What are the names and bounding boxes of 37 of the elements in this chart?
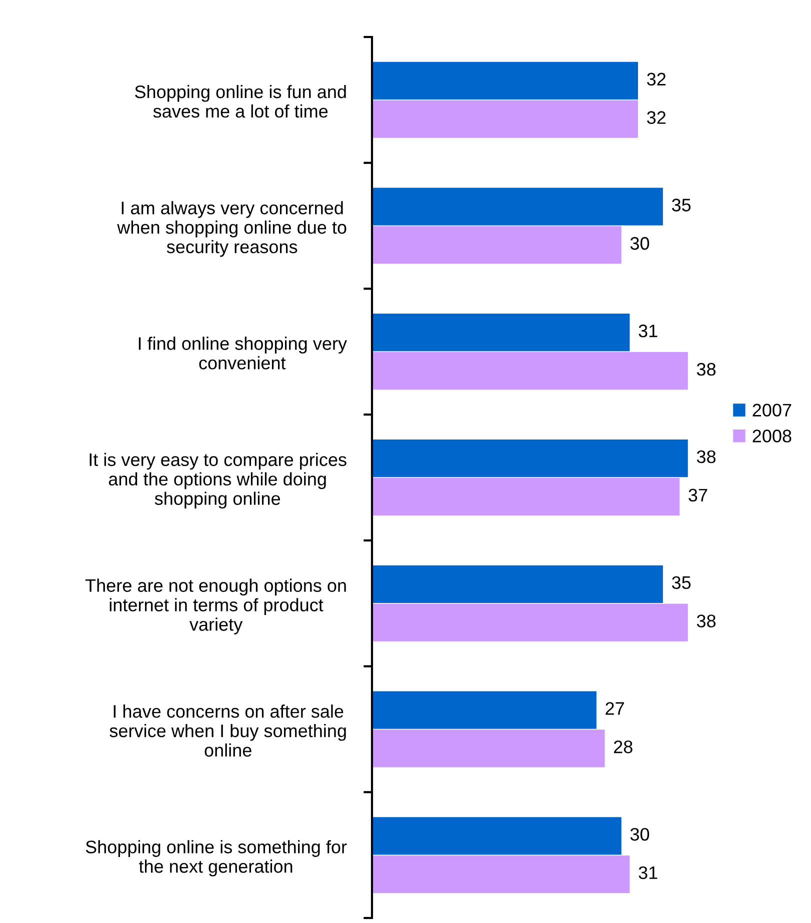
bar (372, 691, 596, 729)
y-tick-label: It is very easy to compare prices and the options while doing shopping online (90, 452, 346, 509)
y-tick-label: I find online shopping very convenient (138, 336, 347, 370)
bar (372, 62, 638, 100)
bar (372, 478, 680, 516)
bar (372, 817, 622, 855)
data-label: 28 (614, 740, 632, 754)
data-label: 37 (688, 488, 708, 502)
data-label: 35 (672, 198, 691, 212)
data-label: 30 (630, 828, 650, 841)
y-tick-label: Shopping online is fun and saves me a lot of time (135, 84, 346, 118)
bar (372, 100, 638, 138)
y-tick-label: There are not enough options on internet in terms of product variety (85, 578, 346, 634)
bar (372, 565, 663, 603)
bar (372, 352, 688, 390)
bar (372, 730, 605, 768)
legend-label: 2007 (752, 404, 792, 417)
data-label: 35 (672, 576, 691, 590)
data-label: 32 (647, 111, 666, 124)
data-label: 30 (630, 237, 650, 250)
bar (372, 604, 688, 642)
data-label: 32 (647, 72, 666, 86)
data-label: 38 (696, 362, 716, 376)
data-label: 31 (638, 866, 658, 880)
bar (372, 855, 630, 894)
y-tick-label: I have concerns on after sale service when I buy something online (110, 704, 346, 757)
bar (372, 314, 630, 352)
data-label: 31 (638, 324, 658, 338)
y-tick-label: Shopping online is something for the next generation (86, 840, 347, 876)
y-tick-label: I am always very concerned when shopping online due to security reasons (117, 201, 346, 257)
bar (372, 188, 663, 226)
bar (372, 226, 622, 264)
data-label: 38 (696, 450, 716, 464)
bar (372, 439, 688, 478)
data-label: 27 (606, 702, 624, 715)
legend-label: 2008 (752, 430, 792, 442)
data-label: 38 (696, 614, 716, 628)
